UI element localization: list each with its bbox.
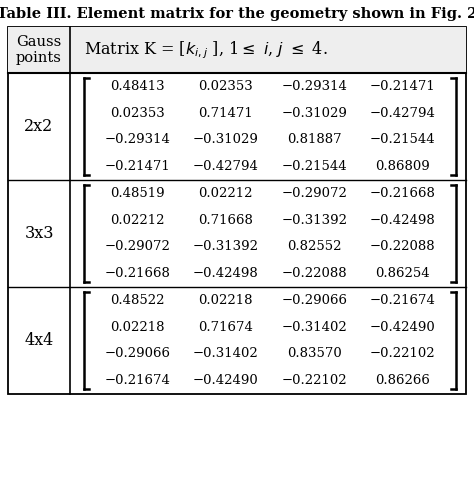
Text: −0.22102: −0.22102 xyxy=(370,348,436,360)
Text: −0.29072: −0.29072 xyxy=(281,187,347,200)
Text: −0.42490: −0.42490 xyxy=(370,320,436,334)
Text: 0.81887: 0.81887 xyxy=(287,134,342,146)
Text: −0.21471: −0.21471 xyxy=(104,160,170,173)
Text: −0.21674: −0.21674 xyxy=(370,294,436,307)
Text: Matrix K = [$k_{i,j}$ ], 1$\leq$ $i$, $j$ $\leq$ 4.: Matrix K = [$k_{i,j}$ ], 1$\leq$ $i$, $j… xyxy=(84,39,328,61)
Text: 0.83570: 0.83570 xyxy=(287,348,342,360)
Text: 3x3: 3x3 xyxy=(24,225,54,242)
Text: −0.21544: −0.21544 xyxy=(370,134,436,146)
Text: 2x2: 2x2 xyxy=(24,118,54,135)
Text: 0.02212: 0.02212 xyxy=(110,213,164,227)
Text: −0.31402: −0.31402 xyxy=(193,348,259,360)
Text: 0.71674: 0.71674 xyxy=(198,320,253,334)
Text: −0.29066: −0.29066 xyxy=(104,348,170,360)
Text: 0.86266: 0.86266 xyxy=(375,374,430,387)
Text: Table III. Element matrix for the geometry shown in Fig. 2: Table III. Element matrix for the geomet… xyxy=(0,7,474,21)
Bar xyxy=(8,27,466,73)
Text: Gauss
points: Gauss points xyxy=(16,35,62,65)
Text: −0.29314: −0.29314 xyxy=(104,134,170,146)
Text: −0.22102: −0.22102 xyxy=(282,374,347,387)
Text: −0.42498: −0.42498 xyxy=(193,267,259,280)
Text: 0.02353: 0.02353 xyxy=(110,106,164,120)
Text: −0.22088: −0.22088 xyxy=(282,267,347,280)
Text: 0.86809: 0.86809 xyxy=(375,160,430,173)
Text: −0.31392: −0.31392 xyxy=(281,213,347,227)
Text: −0.31029: −0.31029 xyxy=(193,134,259,146)
Text: 0.71471: 0.71471 xyxy=(199,106,253,120)
Text: 0.48413: 0.48413 xyxy=(110,80,164,93)
Text: −0.31402: −0.31402 xyxy=(282,320,347,334)
Text: 0.02218: 0.02218 xyxy=(199,294,253,307)
Text: −0.29314: −0.29314 xyxy=(281,80,347,93)
Text: −0.29072: −0.29072 xyxy=(104,241,170,253)
Text: 0.02353: 0.02353 xyxy=(199,80,253,93)
Text: 0.82552: 0.82552 xyxy=(287,241,341,253)
Text: −0.21674: −0.21674 xyxy=(104,374,170,387)
Text: −0.22088: −0.22088 xyxy=(370,241,436,253)
Text: −0.42794: −0.42794 xyxy=(193,160,259,173)
Text: −0.31392: −0.31392 xyxy=(193,241,259,253)
Text: −0.29066: −0.29066 xyxy=(281,294,347,307)
Text: 0.71668: 0.71668 xyxy=(198,213,253,227)
Text: −0.21668: −0.21668 xyxy=(370,187,436,200)
Text: 4x4: 4x4 xyxy=(24,332,54,349)
Text: −0.31029: −0.31029 xyxy=(281,106,347,120)
Text: 0.02212: 0.02212 xyxy=(199,187,253,200)
Text: −0.42490: −0.42490 xyxy=(193,374,259,387)
Text: −0.21668: −0.21668 xyxy=(104,267,170,280)
Text: −0.42498: −0.42498 xyxy=(370,213,436,227)
Text: 0.02218: 0.02218 xyxy=(110,320,164,334)
Text: 0.48522: 0.48522 xyxy=(110,294,164,307)
Bar xyxy=(8,27,466,394)
Text: 0.48519: 0.48519 xyxy=(110,187,164,200)
Text: −0.42794: −0.42794 xyxy=(370,106,436,120)
Text: 0.86254: 0.86254 xyxy=(375,267,430,280)
Text: −0.21544: −0.21544 xyxy=(282,160,347,173)
Text: −0.21471: −0.21471 xyxy=(370,80,436,93)
